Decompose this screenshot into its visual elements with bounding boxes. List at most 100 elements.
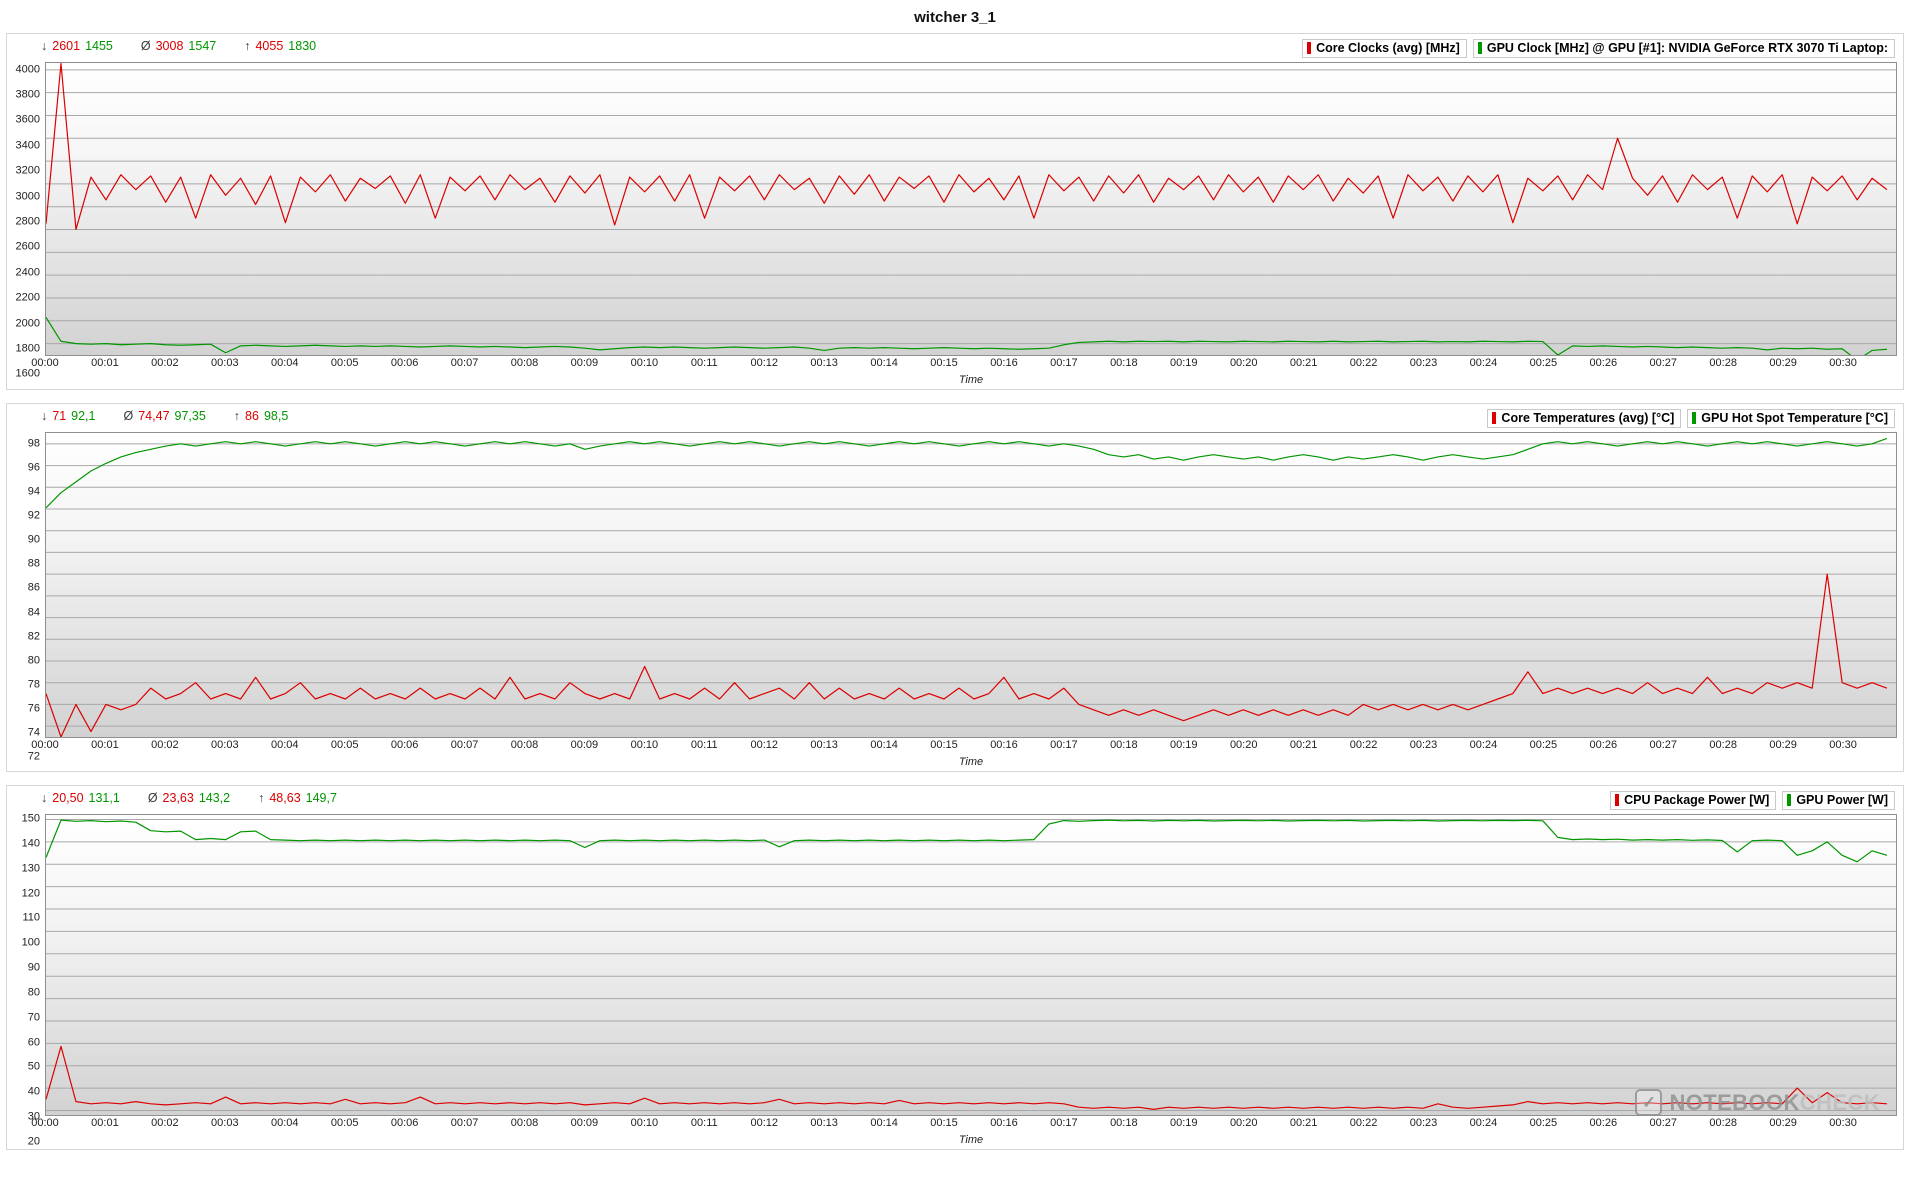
stat-min-red: 2601 <box>52 39 81 53</box>
y-tick-label: 92 <box>27 509 40 522</box>
y-tick-label: 70 <box>27 1011 40 1024</box>
x-tick-label: 00:15 <box>930 1117 958 1129</box>
avg-symbol-icon: Ø <box>123 409 134 423</box>
y-tick-label: 88 <box>27 557 40 570</box>
stat-avg-green: 143,2 <box>198 791 231 805</box>
y-tick-label: 78 <box>27 678 40 691</box>
x-tick-label: 00:09 <box>570 357 599 369</box>
stat-avg-red: 3008 <box>155 39 184 53</box>
red-series-swatch-icon <box>1307 42 1312 54</box>
min-arrow-icon: ↓ <box>41 791 48 805</box>
power-chart-panel: ↓ 20,50 131,1 Ø 23,63 143,2 ↑ 48,63 149,7 CPU … <box>6 785 1904 1150</box>
x-tick-label: 00:29 <box>1769 1117 1797 1129</box>
y-tick-label: 60 <box>27 1036 40 1049</box>
temperatures-chart-panel: ↓ 71 92,1 Ø 74,47 97,35 ↑ 86 98,5 Core Tempera… <box>6 403 1904 772</box>
x-tick-label: 00:24 <box>1469 739 1498 751</box>
x-tick-label: 00:03 <box>211 739 239 751</box>
x-tick-label: 00:27 <box>1649 357 1678 369</box>
y-tick-label: 100 <box>21 936 40 949</box>
stat-min: ↓ 20,50 131,1 <box>41 791 120 805</box>
y-tick-label: 140 <box>21 837 40 850</box>
y-tick-label: 40 <box>27 1085 40 1098</box>
y-tick-label: 2400 <box>15 266 40 279</box>
y-tick-label: 1600 <box>15 367 40 380</box>
x-tick-label: 00:02 <box>151 357 179 369</box>
red-series-swatch-icon <box>1615 794 1620 806</box>
watermark-notebook: NOTEBOOK <box>1669 1089 1800 1115</box>
x-tick-label: 00:02 <box>151 1117 179 1129</box>
clocks-x-axis-title: Time <box>958 374 984 386</box>
stat-avg-red: 74,47 <box>138 409 170 423</box>
x-tick-label: 00:01 <box>91 1117 119 1129</box>
series-line <box>46 438 1887 507</box>
watermark-text: NOTEBOOKCHECK <box>1669 1089 1880 1115</box>
x-tick-label: 00:10 <box>630 739 659 751</box>
stat-min-green: 1455 <box>85 39 113 53</box>
stat-max-green: 149,7 <box>305 791 337 805</box>
x-tick-label: 00:07 <box>450 1117 479 1129</box>
clocks-chart-panel: ↓ 2601 1455 Ø 3008 1547 ↑ 4055 1830 Core Clock… <box>6 33 1904 390</box>
stat-min: ↓ 71 92,1 <box>41 409 96 423</box>
x-tick-label: 00:30 <box>1829 739 1857 751</box>
legend-label: Core Temperatures (avg) [°C] <box>1501 411 1675 425</box>
x-tick-label: 00:02 <box>151 739 179 751</box>
y-tick-label: 130 <box>21 862 40 875</box>
x-tick-label: 00:27 <box>1649 739 1678 751</box>
x-tick-label: 00:03 <box>211 1117 239 1129</box>
x-tick-label: 00:08 <box>510 1117 539 1129</box>
x-tick-label: 00:23 <box>1409 739 1438 751</box>
notebookcheck-watermark: ✓ NOTEBOOKCHECK <box>1635 1089 1880 1116</box>
y-tick-label: 4000 <box>15 63 40 76</box>
x-tick-label: 00:27 <box>1649 1117 1678 1129</box>
temperatures-plot-svg <box>46 433 1896 737</box>
x-tick-label: 00:08 <box>510 357 539 369</box>
series-line <box>46 820 1887 862</box>
temperatures-stats: ↓ 71 92,1 Ø 74,47 97,35 ↑ 86 98,5 <box>41 409 288 423</box>
stat-avg-red: 23,63 <box>162 791 194 805</box>
max-arrow-icon: ↑ <box>233 409 241 423</box>
x-tick-label: 00:19 <box>1170 739 1198 751</box>
x-tick-label: 00:00 <box>31 357 59 369</box>
stat-max-red: 86 <box>245 409 259 423</box>
green-series-swatch-icon <box>1787 794 1792 806</box>
power-x-axis: 00:00 00:01 00:02 00:03 00:04 00:05 00:06 00:07… <box>31 1117 1897 1132</box>
x-tick-label: 00:07 <box>450 739 479 751</box>
y-tick-label: 3200 <box>15 164 40 177</box>
temperatures-plot-row: 72 74 76 78 80 82 84 86 88 90 92 94 96 98 00:00 00:01 0… <box>11 432 1897 769</box>
x-tick-label: 00:06 <box>390 357 419 369</box>
x-tick-label: 00:29 <box>1769 357 1797 369</box>
legend-item: GPU Power [W] <box>1782 791 1895 810</box>
max-arrow-icon: ↑ <box>244 39 251 53</box>
y-tick-label: 76 <box>27 702 40 715</box>
stat-min-red: 71 <box>52 409 67 423</box>
x-tick-label: 00:17 <box>1050 357 1078 369</box>
x-tick-label: 00:18 <box>1110 739 1138 751</box>
x-tick-label: 00:06 <box>390 1117 419 1129</box>
x-tick-label: 00:17 <box>1050 739 1078 751</box>
y-tick-label: 2200 <box>15 291 40 304</box>
legend-item: CPU Package Power [W] <box>1610 791 1777 810</box>
clocks-stats: ↓ 2601 1455 Ø 3008 1547 ↑ 4055 1830 <box>41 39 316 53</box>
power-header: ↓ 20,50 131,1 Ø 23,63 143,2 ↑ 48,63 149,7 CPU … <box>11 790 1897 814</box>
x-tick-label: 00:18 <box>1110 357 1138 369</box>
stat-min-red: 20,50 <box>52 791 84 805</box>
y-tick-label: 110 <box>22 911 40 924</box>
stat-min-green: 131,1 <box>88 791 120 805</box>
x-tick-label: 00:05 <box>330 1117 359 1129</box>
red-series-swatch-icon <box>1492 412 1497 424</box>
x-tick-label: 00:22 <box>1349 357 1378 369</box>
legend-item: GPU Hot Spot Temperature [°C] <box>1687 409 1895 428</box>
temperatures-plot-area <box>45 432 1897 738</box>
series-line <box>46 574 1887 737</box>
stat-max: ↑ 4055 1830 <box>244 39 316 53</box>
x-tick-label: 00:26 <box>1589 739 1618 751</box>
y-tick-label: 80 <box>27 654 40 667</box>
power-plot-area: ✓ NOTEBOOKCHECK <box>45 814 1897 1116</box>
stat-avg-green: 1547 <box>188 39 217 53</box>
legend-label: GPU Hot Spot Temperature [°C] <box>1701 411 1888 425</box>
x-tick-label: 00:20 <box>1229 1117 1258 1129</box>
x-tick-label: 00:30 <box>1829 1117 1857 1129</box>
x-tick-label: 00:13 <box>810 1117 838 1129</box>
y-tick-label: 2800 <box>15 215 40 228</box>
x-tick-label: 00:13 <box>810 357 838 369</box>
